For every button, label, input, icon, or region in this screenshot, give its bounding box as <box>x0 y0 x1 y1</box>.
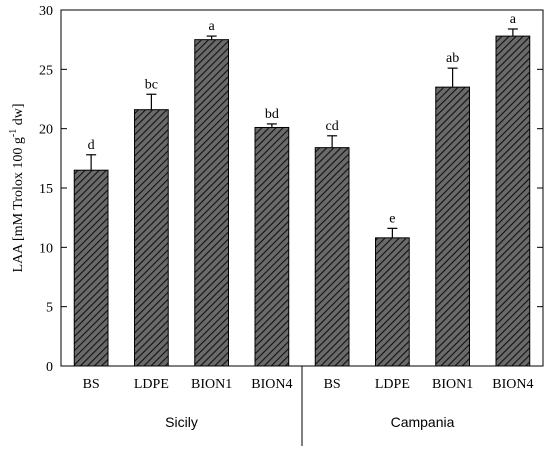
x-tick-label: LDPE <box>375 377 410 392</box>
y-tick-label: 10 <box>39 241 53 256</box>
significance-label: a <box>510 12 517 27</box>
bar <box>314 147 350 367</box>
y-tick-label: 5 <box>46 301 53 316</box>
bar <box>194 39 229 367</box>
significance-label: cd <box>326 119 339 134</box>
x-tick-label: BS <box>83 377 100 392</box>
significance-label: bc <box>145 77 158 92</box>
significance-label: e <box>389 211 395 226</box>
plot-area <box>60 9 544 367</box>
bars: d bc a bd cd e ab a <box>73 12 531 367</box>
y-tick-label: 25 <box>39 63 53 78</box>
significance-label: bd <box>265 107 279 122</box>
x-tick-label: LDPE <box>134 377 169 392</box>
group-labels: Sicily Campania <box>165 366 455 446</box>
x-tick-label: BION4 <box>251 377 292 392</box>
significance-label: d <box>88 138 95 153</box>
y-tick-label: 20 <box>39 123 53 138</box>
bar <box>73 169 109 367</box>
y-axis-title-superscript: -1 <box>8 129 19 137</box>
x-tick-label: BS <box>324 377 341 392</box>
y-tick-label: 15 <box>39 182 53 197</box>
x-tick-label: BION1 <box>191 377 232 392</box>
significance-label: a <box>209 19 216 34</box>
y-tick-label: 30 <box>39 4 53 19</box>
y-axis-label: LAA [mM Trolox 100 g-1 dw] <box>8 104 26 273</box>
bar <box>495 35 531 367</box>
group-label: Campania <box>391 414 455 430</box>
bar <box>134 109 169 367</box>
y-axis-title-main: LAA [mM Trolox 100 g <box>11 137 26 272</box>
x-tick-label: BION4 <box>492 377 533 392</box>
x-axis: BS LDPE BION1 BION4 BS LDPE BION1 BION4 <box>83 377 534 392</box>
y-tick-label: 0 <box>46 360 53 375</box>
significance-label: ab <box>446 51 459 66</box>
bar <box>435 86 470 367</box>
bar <box>254 126 290 367</box>
y-axis-title: LAA [mM Trolox 100 g-1 dw] <box>8 104 26 273</box>
y-axis: 0 5 10 15 20 25 30 <box>39 4 543 375</box>
y-axis-title-tail: dw] <box>11 104 26 129</box>
x-tick-label: BION1 <box>432 377 473 392</box>
plot-frame <box>60 9 544 367</box>
group-label: Sicily <box>165 414 198 430</box>
bar <box>375 237 410 367</box>
